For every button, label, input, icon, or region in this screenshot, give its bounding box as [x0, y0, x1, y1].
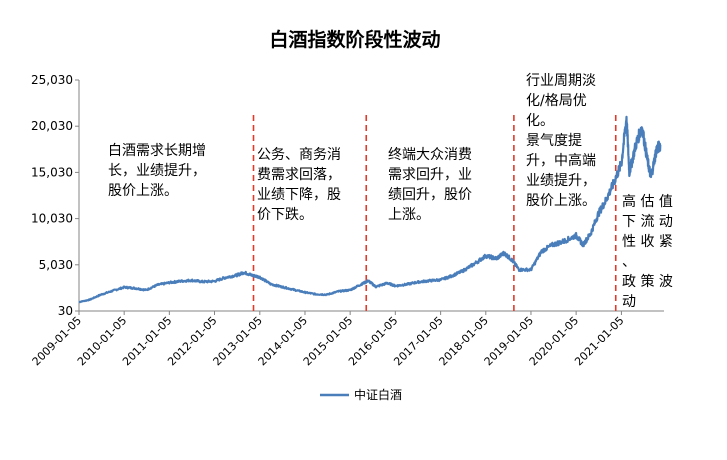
legend-label: 中证白酒 — [354, 387, 402, 402]
annotation-phase-1: 白酒需求长期增 长，业绩提升， 股价上涨。 — [108, 143, 206, 199]
legend: 中证白酒 — [320, 387, 402, 402]
annotation-phase-2: 公务、商务消 费需求回落， 业绩下降，股 价下跌。 — [257, 147, 341, 223]
annotation-phase-5: 高 估 值 下 流 动 性 收 紧 、 政 策 波 动 — [622, 194, 673, 310]
y-tick-label: 20,030 — [31, 119, 73, 133]
annotation-phase-3: 终端大众消费 需求回升，业 绩回升，股价 上涨。 — [388, 147, 472, 223]
y-tick-label: 30 — [58, 304, 73, 318]
y-tick-label: 15,030 — [31, 165, 73, 179]
series-line-中证白酒 — [78, 115, 662, 304]
chart-title: 白酒指数阶段性波动 — [269, 28, 440, 51]
y-tick-label: 5,030 — [39, 258, 73, 272]
x-tick-label: 2021-01-05 — [572, 314, 626, 368]
series-group — [78, 115, 662, 304]
y-tick-label: 25,030 — [31, 73, 73, 87]
y-tick-label: 10,030 — [31, 212, 73, 226]
annotation-phase-4: 行业周期淡 化/格局优 化。 景气度提 升，中高端 业绩提升， 股价上涨。 — [526, 71, 596, 211]
phase-dividers — [252, 115, 617, 311]
